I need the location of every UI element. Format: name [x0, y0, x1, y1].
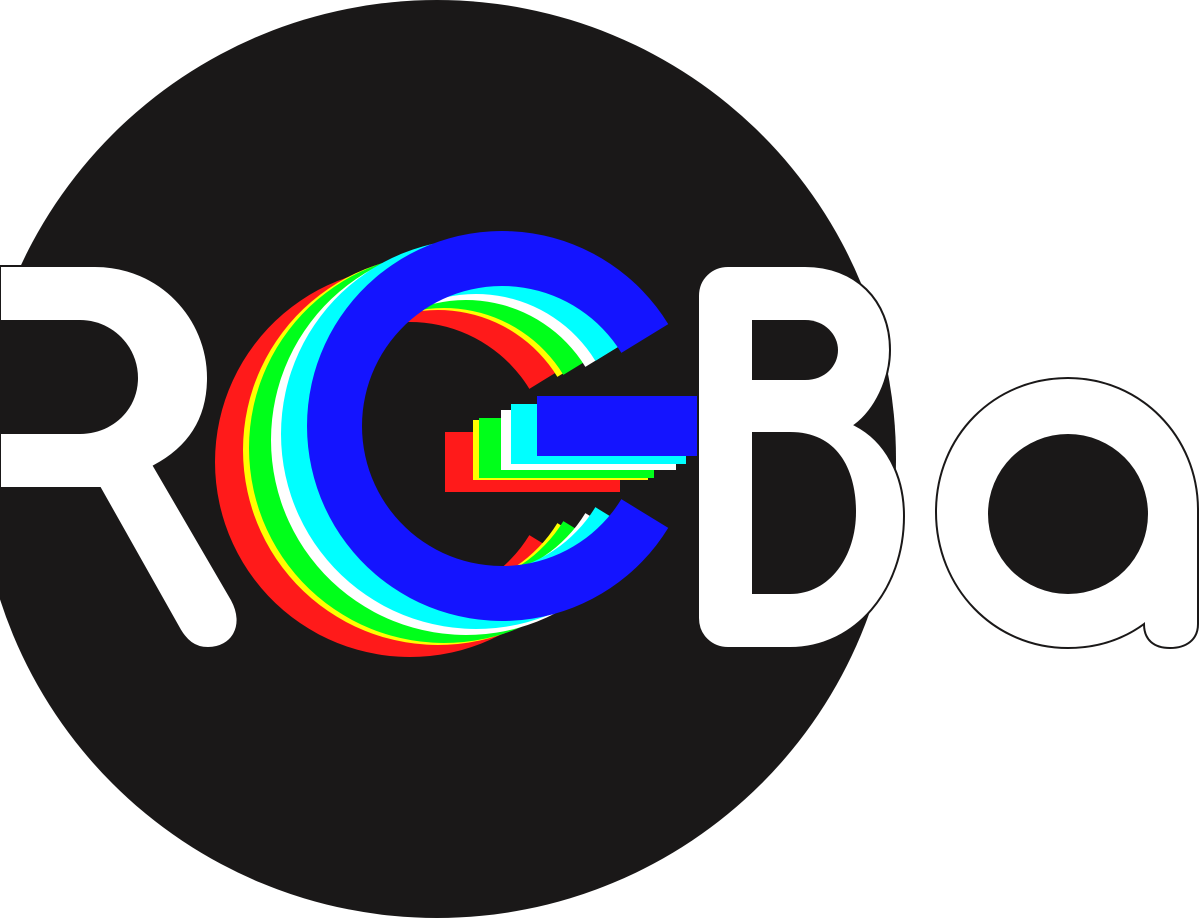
letter-b-upper-counter: [752, 320, 838, 380]
letter-a: [934, 376, 1199, 650]
letter-g: [215, 231, 712, 657]
letter-g-blue-bar: [537, 396, 712, 456]
letter-g-blue-ring: [307, 231, 669, 622]
letter-r: [0, 265, 239, 650]
letter-a-counter: [988, 434, 1148, 594]
letter-g-blue-layer: [307, 231, 712, 622]
letter-r-counter: [0, 320, 138, 434]
letter-b: [697, 265, 906, 649]
letter-b-lower-counter: [752, 432, 856, 594]
